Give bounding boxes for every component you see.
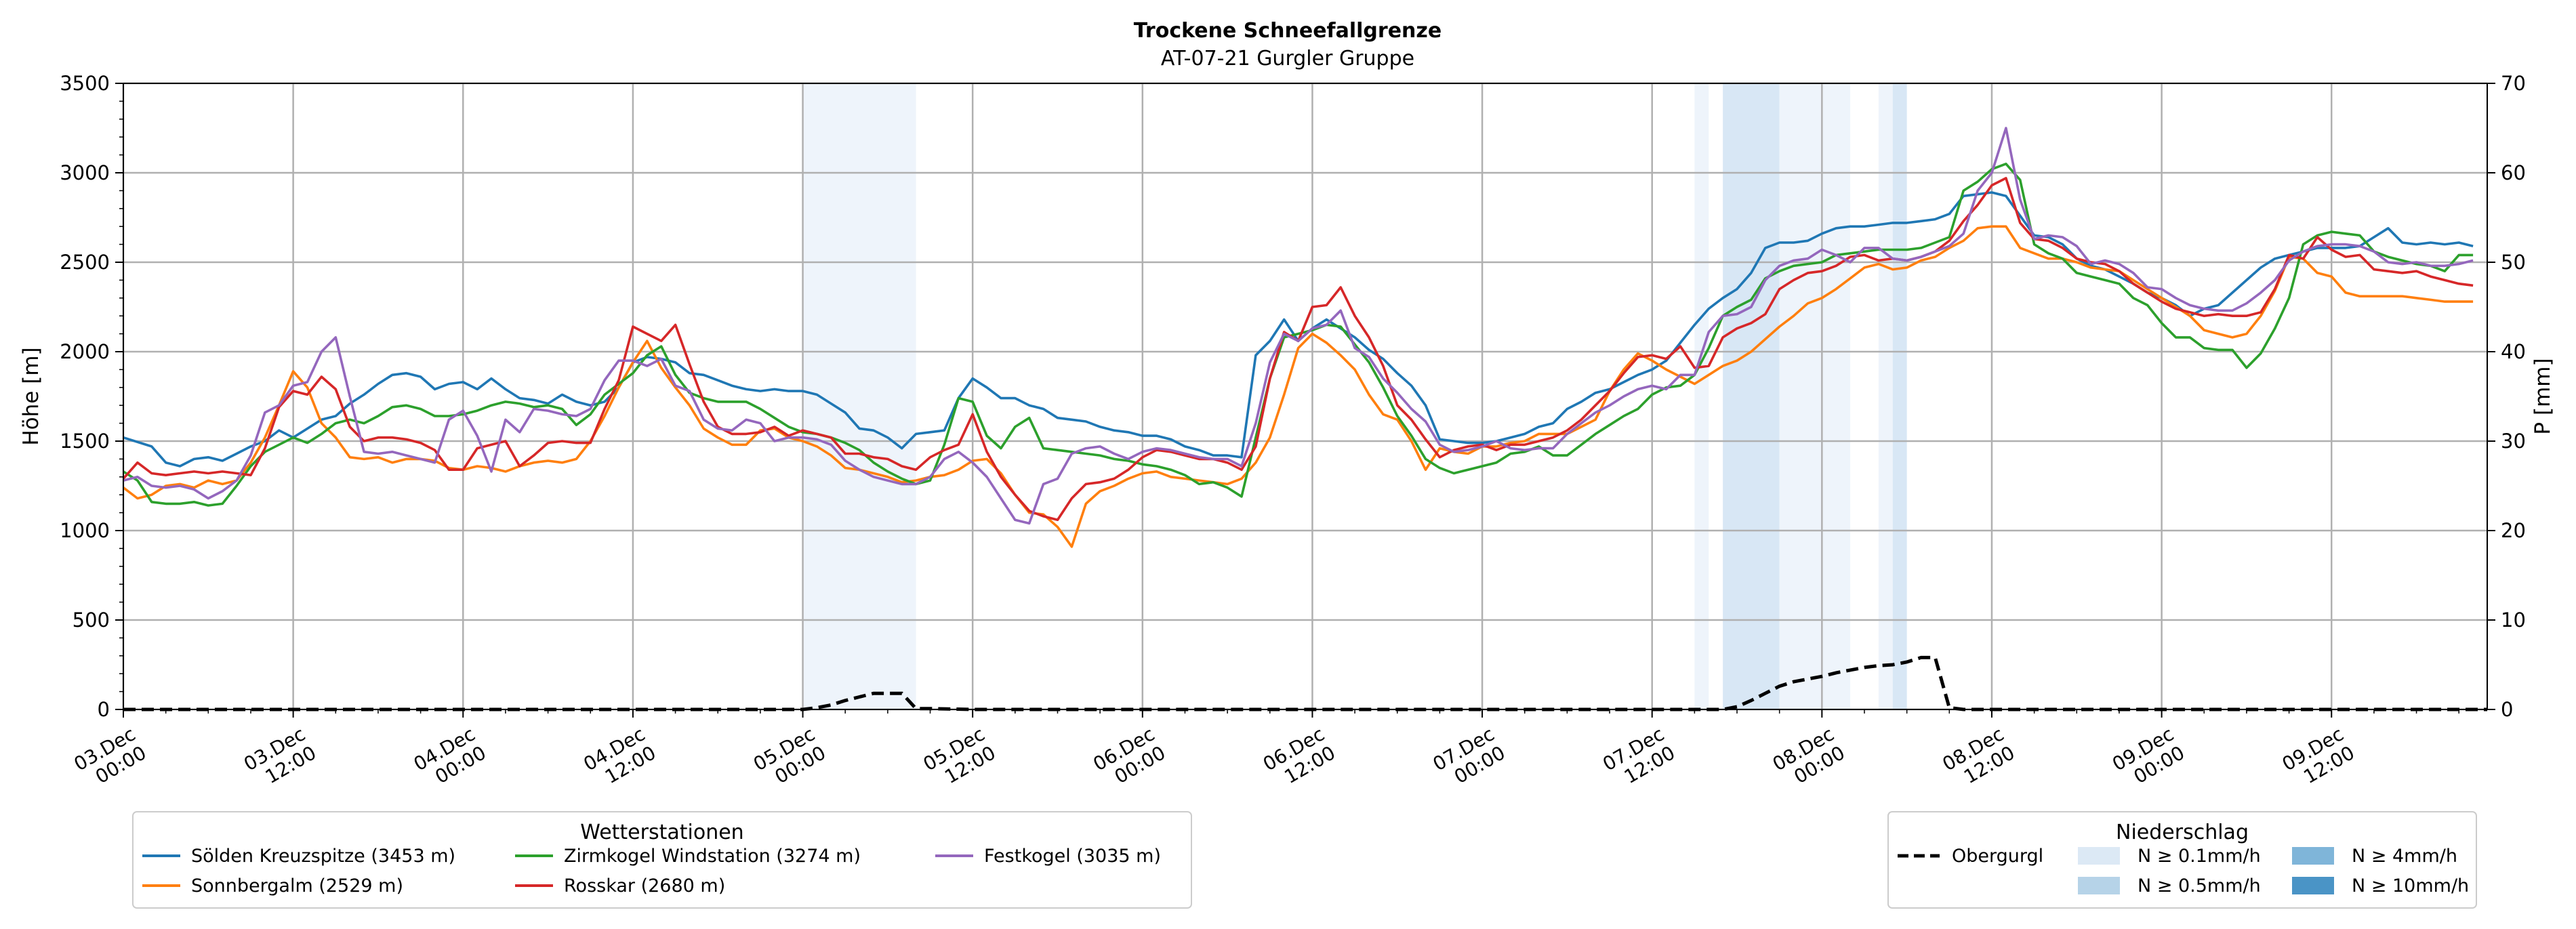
- legend-label-1: Sonnbergalm (2529 m): [191, 875, 403, 896]
- x-tick-label-10: 08.Dec00:00: [1769, 722, 1849, 794]
- chart-subtitle: AT-07-21 Gurgler Gruppe: [1161, 47, 1414, 70]
- series-line-2: [123, 163, 2474, 507]
- series-line-0: [123, 191, 2474, 468]
- y2-tick-label-5: 50: [2501, 251, 2526, 274]
- x-tick-label-11: 08.Dec12:00: [1938, 722, 2018, 794]
- x-tick-label-8: 07.Dec00:00: [1429, 722, 1509, 794]
- legend-level-label-1: N ≥ 0.5mm/h: [2138, 875, 2261, 896]
- y-tick-label-0: 0: [98, 698, 110, 721]
- plot-frame: [123, 83, 2488, 710]
- x-tick-label-0: 03.Dec00:00: [70, 722, 150, 794]
- precip-band-4: [1878, 83, 1893, 709]
- legend-stations-title: Wetterstationen: [580, 821, 743, 844]
- y2-axis-label: P [mm]: [2531, 358, 2555, 434]
- x-tick-label-2: 04.Dec00:00: [410, 722, 490, 794]
- legend-level-swatch-0: [2078, 847, 2120, 865]
- y2-tick-label-0: 0: [2501, 698, 2513, 721]
- precip-band-1: [1694, 83, 1709, 709]
- y2-tick-label-4: 40: [2501, 340, 2526, 363]
- precip-band-2: [1723, 83, 1780, 709]
- x-tick-label-5: 05.Dec12:00: [920, 722, 1000, 794]
- x-tick-label-6: 06.Dec00:00: [1089, 722, 1169, 794]
- x-tick-label-3: 04.Dec12:00: [579, 722, 659, 794]
- y-axis-label: Höhe [m]: [19, 347, 43, 445]
- x-tick-label-9: 07.Dec12:00: [1599, 722, 1679, 794]
- x-tick-label-13: 09.Dec12:00: [2278, 722, 2358, 794]
- legend-stations-frame: [132, 811, 1192, 909]
- legend-level-label-2: N ≥ 4mm/h: [2352, 846, 2457, 867]
- y-tick-label-2: 1000: [60, 519, 110, 542]
- y2-tick-label-7: 70: [2501, 72, 2526, 95]
- chart-title: Trockene Schneefallgrenze: [1134, 19, 1442, 43]
- y2-tick-label-1: 10: [2501, 608, 2526, 632]
- x-tick-label-1: 03.Dec12:00: [240, 722, 320, 794]
- legend-level-label-3: N ≥ 10mm/h: [2352, 875, 2469, 896]
- legend-label-2: Zirmkogel Windstation (3274 m): [564, 846, 861, 867]
- y2-tick-label-3: 30: [2501, 430, 2526, 453]
- y-axis-right: 0 10 20 30 40 50 60 70: [2487, 72, 2526, 721]
- legend-level-swatch-1: [2078, 877, 2120, 894]
- y-tick-label-6: 3000: [60, 161, 110, 184]
- series-line-1: [122, 225, 2474, 548]
- precip-shading: [802, 83, 1907, 709]
- series-line-4: [123, 127, 2474, 525]
- y-tick-label-3: 1500: [60, 430, 110, 453]
- precip-series: [123, 655, 2487, 711]
- legend-label-3: Rosskar (2680 m): [564, 875, 725, 896]
- x-tick-label-4: 05.Dec00:00: [750, 722, 830, 794]
- y-tick-label-5: 2500: [60, 251, 110, 274]
- legend-precip-label: Obergurgl: [1952, 846, 2043, 867]
- x-tick-label-7: 06.Dec12:00: [1259, 722, 1339, 794]
- legend-level-label-0: N ≥ 0.1mm/h: [2138, 846, 2261, 867]
- x-tick-label-12: 09.Dec00:00: [2108, 722, 2188, 794]
- precip-band-5: [1892, 83, 1907, 709]
- legend-precip-title: Niederschlag: [2116, 821, 2249, 844]
- legend-stations: Wetterstationen Sölden Kreuzspitze (3453…: [132, 811, 1192, 909]
- y-tick-label-4: 2000: [60, 340, 110, 363]
- legend-label-4: Festkogel (3035 m): [984, 846, 1161, 867]
- precip-line: [123, 655, 2487, 711]
- precip-band-3: [1779, 83, 1851, 709]
- station-series: [122, 127, 2474, 548]
- y-tick-label-7: 3500: [60, 72, 110, 95]
- x-axis: 03.Dec00:00 03.Dec12:00 04.Dec00:00 04.Dec1…: [70, 709, 2459, 794]
- y-tick-label-1: 500: [73, 608, 110, 632]
- legend-label-0: Sölden Kreuzspitze (3453 m): [191, 846, 455, 867]
- legend-level-swatch-3: [2292, 877, 2334, 894]
- y2-tick-label-6: 60: [2501, 161, 2526, 184]
- legend-level-swatch-2: [2292, 847, 2334, 865]
- y2-tick-label-2: 20: [2501, 519, 2526, 542]
- legend-precip: Niederschlag Obergurgl N ≥ 0.1mm/h N ≥ 0.5…: [1887, 811, 2477, 909]
- y-axis-left: 0 500 1000 1500 2000 2500 3000 3500: [60, 72, 123, 721]
- grid-lines: [122, 82, 2487, 711]
